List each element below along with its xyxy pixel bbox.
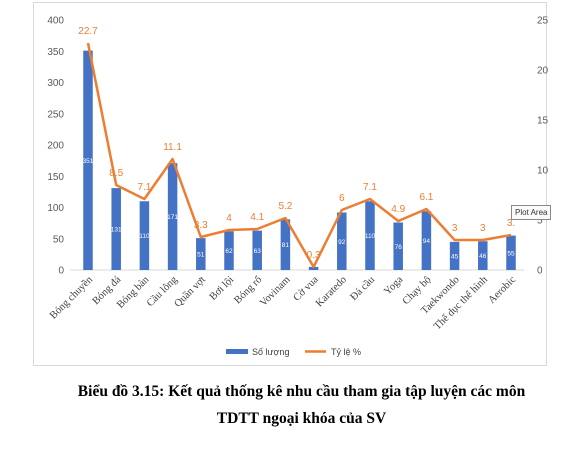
right-axis: 0 5 10 15 20 25 bbox=[537, 16, 549, 277]
line-data-label: 6.1 bbox=[419, 192, 433, 203]
left-tick-label: 0 bbox=[58, 266, 64, 277]
line-data-label: 4 bbox=[226, 213, 232, 224]
bar-series bbox=[83, 50, 516, 270]
bar-data-label: 351 bbox=[83, 158, 94, 165]
category-label: Bóng chuyền bbox=[48, 274, 96, 322]
bar bbox=[337, 212, 347, 270]
legend: Số lượng Tỷ lệ % bbox=[226, 347, 361, 357]
right-tick-label: 15 bbox=[537, 116, 549, 127]
category-label: Bóng bàn bbox=[115, 274, 152, 311]
line-data-label: 5.2 bbox=[278, 201, 292, 212]
legend-bar-label: Số lượng bbox=[252, 347, 289, 357]
bar bbox=[167, 163, 178, 270]
line-data-label: 22.7 bbox=[78, 26, 98, 37]
left-tick-label: 200 bbox=[47, 141, 64, 152]
bar-data-label: 131 bbox=[111, 227, 122, 234]
bar bbox=[252, 230, 262, 270]
left-tick-label: 400 bbox=[47, 16, 64, 27]
line-data-label: 7.1 bbox=[137, 182, 151, 193]
line-data-label: 3 bbox=[480, 223, 486, 234]
bar bbox=[308, 266, 319, 270]
bar-data-label: 110 bbox=[365, 233, 376, 240]
caption-line-1: Biểu đồ 3.15: Kết quả thống kê nhu cầu t… bbox=[77, 383, 526, 400]
bar-data-label: 76 bbox=[395, 244, 403, 251]
bar-data-label: 46 bbox=[479, 253, 487, 260]
category-label: Yoga bbox=[382, 274, 405, 297]
line-data-label: 3 bbox=[452, 223, 458, 234]
right-tick-label: 20 bbox=[537, 66, 549, 77]
right-tick-label: 0 bbox=[537, 266, 543, 277]
figure-caption: Biểu đồ 3.15: Kết quả thống kê nhu cầu t… bbox=[0, 378, 583, 432]
line-data-label: 11.1 bbox=[163, 142, 182, 153]
left-axis: 0 50 100 150 200 250 300 350 400 bbox=[47, 16, 64, 277]
bar bbox=[365, 201, 375, 270]
bar bbox=[506, 235, 516, 270]
bar-data-label: 55 bbox=[507, 250, 515, 257]
bar bbox=[224, 231, 234, 270]
category-label: Vovinam bbox=[258, 274, 292, 308]
chart-area bbox=[33, 2, 547, 366]
line-data-label: 7.1 bbox=[363, 182, 377, 193]
legend-bar-swatch bbox=[226, 349, 248, 354]
plot-area-tooltip: Plot Area bbox=[511, 205, 552, 220]
line-data-label: 4.1 bbox=[250, 212, 264, 223]
bar-data-label: 63 bbox=[254, 248, 262, 255]
bar-data-label: 94 bbox=[423, 238, 431, 245]
bar-data-label: 45 bbox=[451, 253, 459, 260]
bar-data-label: 92 bbox=[338, 239, 346, 246]
bar-data-label: 62 bbox=[225, 248, 233, 255]
line-data-label: 8.5 bbox=[109, 168, 123, 179]
line-series bbox=[86, 42, 512, 269]
left-tick-label: 300 bbox=[47, 78, 64, 89]
category-label: Đá cầu bbox=[349, 274, 378, 303]
line-data-label: 0.3 bbox=[307, 250, 321, 261]
line-data-label: 3. bbox=[507, 218, 515, 229]
category-label: Aerobic bbox=[486, 274, 518, 306]
line-data-label: 4.9 bbox=[391, 204, 405, 215]
left-tick-label: 250 bbox=[47, 109, 64, 120]
bar-data-label: 51 bbox=[197, 252, 205, 259]
rate-line bbox=[86, 42, 512, 269]
line-data-label: 6 bbox=[339, 193, 345, 204]
right-tick-label: 5 bbox=[537, 216, 543, 227]
left-tick-label: 350 bbox=[47, 47, 64, 58]
category-label: Quần vợt bbox=[172, 274, 207, 309]
category-label: Karatedo bbox=[314, 274, 349, 309]
bar-data-label: 171 bbox=[167, 214, 178, 221]
left-tick-label: 150 bbox=[47, 172, 64, 183]
legend-line-label: Tỷ lệ % bbox=[331, 347, 361, 357]
bar bbox=[111, 188, 121, 270]
bar bbox=[421, 211, 432, 270]
bar bbox=[83, 50, 93, 270]
left-tick-label: 100 bbox=[47, 203, 64, 214]
left-tick-label: 50 bbox=[53, 234, 65, 245]
bar bbox=[393, 222, 403, 270]
right-tick-label: 25 bbox=[537, 16, 549, 27]
bar bbox=[196, 238, 206, 270]
line-data-label: 3.3 bbox=[194, 220, 208, 231]
line-data-labels: 22.7 8.5 7.1 11.1 3.3 4 4.1 5.2 0.3 6 7.1 4.9 6.1 3 3 3… bbox=[78, 26, 515, 261]
bar-data-label: 110 bbox=[139, 233, 150, 240]
bar bbox=[139, 201, 150, 270]
right-tick-label: 10 bbox=[537, 166, 549, 177]
bar bbox=[280, 219, 291, 270]
bar-data-label: 81 bbox=[282, 242, 290, 249]
caption-line-2: TDTT ngoại khóa của SV bbox=[216, 410, 387, 427]
bar bbox=[478, 241, 488, 270]
bar bbox=[449, 241, 460, 270]
